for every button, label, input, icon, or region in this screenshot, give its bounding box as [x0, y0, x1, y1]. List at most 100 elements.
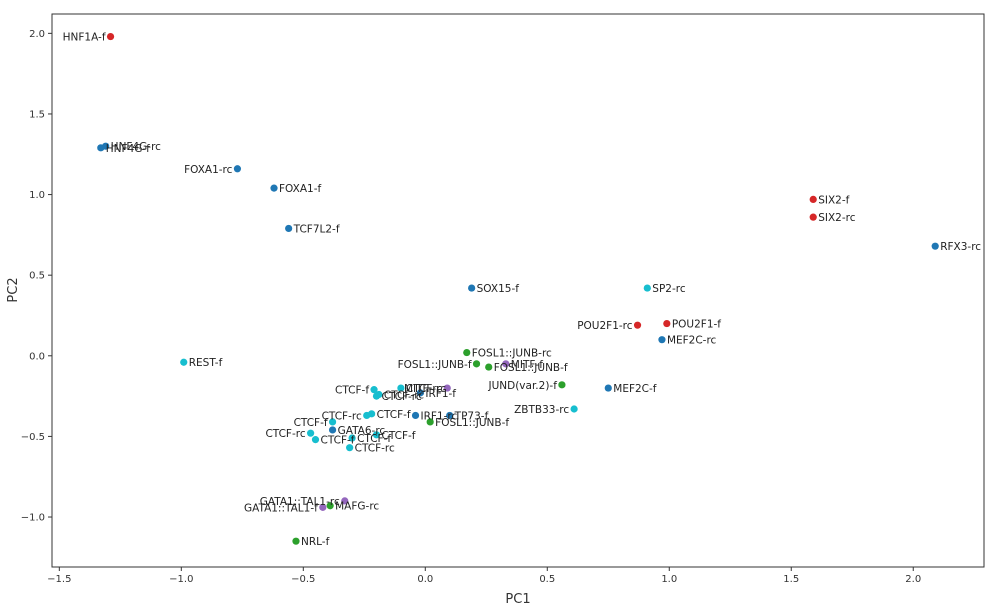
- data-point-label: FOSL1::JUNB-f: [398, 359, 472, 371]
- data-point: [931, 242, 939, 250]
- x-tick-label: 0.0: [417, 574, 433, 585]
- data-point: [348, 434, 356, 442]
- data-point-label: CTCF-f: [294, 417, 328, 429]
- data-point: [446, 411, 454, 420]
- data-point-label: CTCF-f: [381, 430, 415, 442]
- data-point: [411, 411, 420, 420]
- data-point-label: HNF4G-f: [106, 143, 150, 155]
- data-point: [328, 418, 337, 426]
- data-point: [97, 144, 105, 152]
- data-point: [604, 384, 612, 392]
- data-point-label: TP73-f: [454, 410, 489, 422]
- data-point: [270, 184, 278, 192]
- x-axis-title: PC1: [505, 592, 530, 607]
- data-point-label: SIX2-rc: [818, 212, 856, 224]
- data-point-label: CTCF-rc: [355, 443, 395, 455]
- x-axis: −1.5 −1.0 −0.5 0.0 0.5 1.0 1.5 2.0: [47, 567, 921, 585]
- data-point-label: HNF4G-rc: [111, 141, 161, 153]
- data-point-label: FOSL1::JUNB-f: [435, 417, 509, 429]
- data-point: [443, 384, 451, 392]
- x-tick-label: 1.5: [783, 574, 799, 585]
- data-point: [809, 195, 817, 204]
- data-point: [311, 436, 320, 444]
- data-point: [485, 363, 493, 371]
- data-point: [285, 224, 293, 233]
- data-point-label: ZBTB33-rc: [514, 404, 569, 416]
- x-tick-label: −0.5: [291, 574, 315, 585]
- data-point: [319, 503, 327, 511]
- data-point-label: CTCF-rc: [265, 428, 305, 440]
- data-point: [326, 502, 334, 510]
- data-point: [372, 392, 381, 400]
- x-tick-label: −1.5: [47, 574, 71, 585]
- data-point-label: CTCF-f: [377, 409, 411, 421]
- data-point-label: MEF2C-rc: [667, 335, 717, 347]
- data-point-label: TCF7L2-f: [293, 223, 340, 235]
- data-point: [307, 429, 315, 437]
- data-point: [633, 321, 642, 329]
- x-tick-label: −1.0: [169, 574, 193, 585]
- data-point: [502, 360, 510, 368]
- y-tick-label: 1.5: [29, 109, 45, 120]
- data-point-label: GATA6-rc: [338, 425, 386, 437]
- data-point-label: CTCF-rc: [381, 391, 421, 403]
- x-tick-label: 1.0: [661, 574, 677, 585]
- data-point: [233, 165, 242, 173]
- data-point-label: JUND(var.2)-f: [487, 380, 557, 392]
- x-tick-label: 0.5: [539, 574, 555, 585]
- data-point-label: IRF1-f: [425, 388, 456, 400]
- data-point: [809, 213, 817, 221]
- data-point: [570, 405, 578, 413]
- data-point: [472, 360, 481, 368]
- data-point-label: CTCF-f: [320, 435, 354, 447]
- data-point-label: MITF-f: [511, 359, 543, 371]
- data-point-label: POU2F1-f: [672, 319, 721, 331]
- data-point-label: CTCF-rc: [406, 383, 446, 395]
- data-point-label: GATA1::TAL1-rc: [260, 496, 340, 508]
- data-point: [397, 384, 405, 392]
- y-tick-label: 2.0: [29, 29, 45, 40]
- data-point-label: CTCF-rc: [322, 410, 362, 422]
- data-point: [292, 537, 300, 545]
- data-point-label: IRF1-rc: [421, 410, 458, 422]
- y-tick-label: 0.5: [29, 271, 45, 282]
- data-point: [346, 444, 354, 452]
- data-point: [558, 381, 566, 389]
- data-point: [180, 358, 188, 366]
- data-point-label: MITF-rc: [404, 383, 442, 395]
- data-point: [416, 389, 425, 397]
- data-point-label: SP2-rc: [652, 283, 686, 295]
- data-point-label: REST-f: [189, 357, 223, 369]
- data-point: [426, 418, 434, 426]
- y-axis-title: PC2: [6, 277, 21, 302]
- data-point-label: NRL-f: [301, 536, 330, 548]
- data-point: [468, 284, 476, 292]
- data-point-label: FOXA1-f: [279, 183, 321, 195]
- data-point: [372, 431, 381, 439]
- y-tick-label: 1.0: [29, 190, 45, 201]
- x-tick-label: 2.0: [905, 574, 921, 585]
- data-point-label: RFX3-rc: [940, 241, 981, 253]
- data-point-label: MAFG-rc: [335, 501, 379, 513]
- data-point-label: MEF2C-f: [613, 383, 657, 395]
- data-point-label: FOSL1::JUNB-rc: [472, 348, 552, 360]
- data-point: [463, 348, 471, 357]
- data-point: [643, 284, 651, 292]
- data-point-label: CTCF-f: [357, 433, 391, 445]
- data-point: [368, 410, 376, 418]
- data-point-label: FOSL1::JUNB-f: [494, 362, 568, 374]
- y-tick-label: −0.5: [21, 432, 45, 443]
- plot-frame: [51, 13, 985, 568]
- data-point-label: CTCF-f: [335, 385, 369, 397]
- data-point: [663, 319, 671, 328]
- data-point: [106, 32, 115, 41]
- data-point-label: SIX2-f: [818, 194, 849, 206]
- y-axis: −1.0 −0.5 0.0 0.5 1.0 1.5 2.0: [21, 29, 52, 524]
- data-point-label: SOX15-f: [477, 283, 520, 295]
- y-tick-label: −1.0: [21, 513, 45, 524]
- data-point-label: HNF1A-f: [63, 32, 106, 44]
- data-point: [341, 497, 349, 505]
- data-point-label: FOXA1-rc: [184, 164, 233, 176]
- data-point: [328, 426, 337, 434]
